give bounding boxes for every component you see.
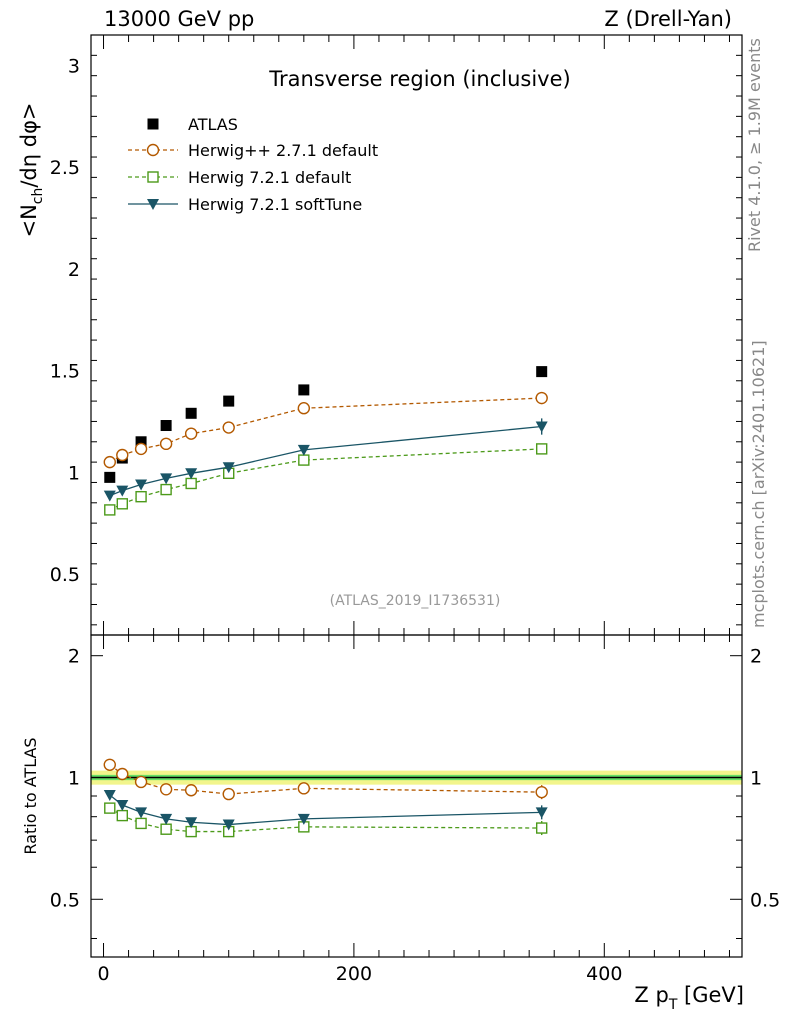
legend-marker <box>147 118 159 130</box>
main-data-point <box>103 490 116 502</box>
legend-marker <box>147 171 159 183</box>
ratio-xtick-label: 200 <box>336 963 372 985</box>
main-data-point <box>134 442 148 456</box>
main-data-point <box>103 455 116 469</box>
legend: ATLAS Herwig++ 2.7.1 default Herwig 7.2.1 … <box>128 115 378 214</box>
ratio-ytick-label-right: 2 <box>750 646 762 668</box>
mcplots-label: mcplots.cern.ch [arXiv:2401.10621] <box>749 340 768 628</box>
main-data-point <box>297 402 311 415</box>
main-series <box>103 366 548 516</box>
legend-label: Herwig++ 2.7.1 default <box>188 141 378 160</box>
main-data-point <box>135 490 147 503</box>
main-ytick-label: 3 <box>68 56 80 78</box>
ratio-data-point <box>116 800 129 812</box>
main-data-point <box>536 366 548 378</box>
ratio-data-point <box>185 817 198 829</box>
header-left-label: 13000 GeV pp <box>104 7 254 31</box>
main-data-point <box>535 391 548 405</box>
main-data-point <box>135 479 148 491</box>
ratio-ylabel: Ratio to ATLAS <box>21 737 40 854</box>
ratio-data-point <box>297 782 311 795</box>
main-ytick-label: 2.5 <box>50 157 80 179</box>
ratio-ytick-label-right: 0.5 <box>750 889 780 911</box>
legend-marker <box>146 143 160 157</box>
main-data-point <box>222 462 235 474</box>
main-data-point <box>159 437 173 451</box>
ratio-series <box>103 758 548 838</box>
main-panel: Transverse region (inclusive) (ATLAS_201… <box>17 34 743 636</box>
main-ytick-label: 2 <box>68 259 80 281</box>
ratio-ytick-label: 0.5 <box>50 889 80 911</box>
main-data-point <box>160 483 172 496</box>
main-data-point <box>160 473 173 485</box>
main-data-point <box>185 407 197 419</box>
main-data-point <box>104 471 116 483</box>
main-data-point <box>116 448 129 462</box>
main-ytick-label: 0.5 <box>50 564 80 586</box>
ratio-data-point <box>159 783 173 796</box>
legend-label: ATLAS <box>188 115 238 134</box>
main-data-point <box>223 395 235 407</box>
main-data-point <box>104 504 116 516</box>
main-series-line <box>109 425 542 497</box>
legend-label: Herwig 7.2.1 softTune <box>188 195 362 214</box>
ratio-xtick-label: 400 <box>586 963 622 985</box>
ratio-series-line <box>109 794 542 826</box>
ratio-data-point <box>160 823 172 835</box>
ratio-data-point <box>116 809 128 822</box>
ratio-data-point <box>160 813 173 825</box>
ratio-data-point <box>135 817 147 830</box>
main-ytick-label: 1.5 <box>50 361 80 383</box>
ratio-data-point <box>104 802 116 814</box>
main-data-point <box>135 436 147 448</box>
main-data-point <box>184 427 198 440</box>
main-ytick-label: 1 <box>68 462 80 484</box>
ratio-data-point <box>103 790 116 802</box>
ratio-data-point <box>103 758 116 771</box>
main-data-point <box>116 498 128 510</box>
ratio-ytick-label: 2 <box>68 646 80 668</box>
main-data-point <box>297 444 310 456</box>
ratio-data-point <box>297 813 310 825</box>
main-data-point <box>298 454 310 466</box>
ratio-ticks: 0.5 0.5 1 1 2 2 0 200 400 <box>50 635 780 985</box>
main-data-point <box>535 443 548 455</box>
legend-marker <box>147 199 159 210</box>
ratio-data-point <box>535 822 548 834</box>
main-data-point <box>160 420 172 432</box>
main-series-line <box>109 448 542 511</box>
ratio-panel: 0.5 0.5 1 1 2 2 0 200 400 Ratio to ATLAS <box>21 634 780 985</box>
main-title: Transverse region (inclusive) <box>268 67 570 91</box>
ratio-frame <box>90 634 743 958</box>
ratio-data-point <box>135 807 148 819</box>
main-data-point <box>298 384 310 396</box>
ratio-reference-band <box>91 770 742 785</box>
ratio-data-point <box>134 775 148 789</box>
main-ylabel: <Nch/dη dφ> <box>17 102 46 237</box>
main-data-point <box>185 468 198 480</box>
main-data-point <box>185 477 197 490</box>
ratio-data-point <box>535 785 548 799</box>
ratio-data-point <box>116 767 129 781</box>
main-ticks: 0.5 1 1.5 2 2.5 3 <box>50 35 742 635</box>
analysis-watermark: (ATLAS_2019_I1736531) <box>330 593 501 609</box>
rivet-version-label: Rivet 4.1.0, ≥ 1.9M events <box>745 38 764 252</box>
legend-label: Herwig 7.2.1 default <box>188 168 351 187</box>
header-right-label: Z (Drell-Yan) <box>604 7 732 31</box>
main-data-point <box>116 485 129 497</box>
x-axis-label: Z pT [GeV] <box>634 983 744 1013</box>
main-data-point <box>535 421 548 433</box>
main-data-point <box>222 421 235 434</box>
ratio-data-point <box>222 819 235 831</box>
ratio-data-point <box>535 807 548 819</box>
ratio-data-point <box>222 787 235 801</box>
ratio-ytick-label: 1 <box>68 767 80 789</box>
ratio-data-point <box>184 784 198 797</box>
ratio-xtick-label: 0 <box>97 963 109 985</box>
ratio-ytick-label-right: 1 <box>750 767 762 789</box>
